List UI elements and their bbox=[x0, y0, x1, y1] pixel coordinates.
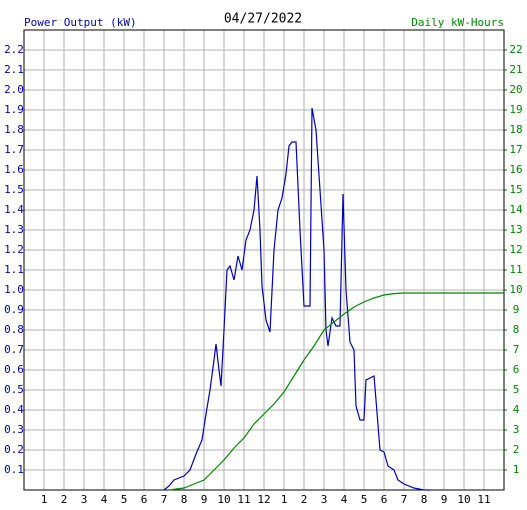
y-tick-label: 2.2 bbox=[4, 43, 24, 56]
y-tick-label: 1.9 bbox=[4, 103, 24, 116]
y2-tick-label: 21 bbox=[509, 63, 522, 76]
y2-tick-label: 10 bbox=[509, 283, 522, 296]
y-tick-label: 1.7 bbox=[4, 143, 24, 156]
y-axis-label: Power Output (kW) bbox=[24, 16, 137, 29]
line-series bbox=[168, 292, 504, 491]
y2-tick-label: 15 bbox=[509, 183, 522, 196]
x-tick-label: 6 bbox=[381, 493, 388, 506]
x-tick-label: 8 bbox=[181, 493, 188, 506]
x-tick-label: 3 bbox=[81, 493, 88, 506]
y-tick-label: 0.7 bbox=[4, 343, 24, 356]
x-tick-label: 7 bbox=[161, 493, 168, 506]
y2-tick-label: 13 bbox=[509, 223, 522, 236]
x-tick-label: 2 bbox=[61, 493, 68, 506]
y2-tick-label: 2 bbox=[513, 443, 520, 456]
line-series bbox=[163, 107, 430, 491]
y-tick-label: 0.9 bbox=[4, 303, 24, 316]
y2-tick-label: 9 bbox=[513, 303, 520, 316]
y-tick-label: 0.5 bbox=[4, 383, 24, 396]
x-tick-label: 1 bbox=[281, 493, 288, 506]
y-tick-label: 1.6 bbox=[4, 163, 24, 176]
y2-tick-label: 8 bbox=[513, 323, 520, 336]
x-tick-label: 4 bbox=[341, 493, 348, 506]
x-tick-label: 2 bbox=[301, 493, 308, 506]
y-tick-label: 1.8 bbox=[4, 123, 24, 136]
y2-tick-label: 7 bbox=[513, 343, 520, 356]
y2-tick-label: 16 bbox=[509, 163, 522, 176]
y2-tick-label: 4 bbox=[513, 403, 520, 416]
y2-tick-label: 22 bbox=[509, 43, 522, 56]
x-tick-label: 5 bbox=[361, 493, 368, 506]
x-tick-label: 6 bbox=[141, 493, 148, 506]
y-tick-label: 2.0 bbox=[4, 83, 24, 96]
y-tick-label: 0.1 bbox=[4, 463, 24, 476]
x-tick-label: 10 bbox=[457, 493, 470, 506]
y2-tick-label: 14 bbox=[509, 203, 523, 216]
y-tick-label: 0.4 bbox=[4, 403, 24, 416]
y-tick-label: 0.2 bbox=[4, 443, 24, 456]
y-tick-label: 1.3 bbox=[4, 223, 24, 236]
x-tick-label: 4 bbox=[101, 493, 108, 506]
x-tick-label: 1 bbox=[41, 493, 48, 506]
y2-tick-label: 17 bbox=[509, 143, 522, 156]
y-tick-label: 2.1 bbox=[4, 63, 24, 76]
y2-tick-label: 18 bbox=[509, 123, 522, 136]
y2-tick-label: 3 bbox=[513, 423, 520, 436]
x-tick-label: 9 bbox=[441, 493, 448, 506]
y-tick-label: 0.3 bbox=[4, 423, 24, 436]
x-tick-label: 10 bbox=[217, 493, 230, 506]
y-tick-label: 1.5 bbox=[4, 183, 24, 196]
x-tick-label: 12 bbox=[257, 493, 270, 506]
y-tick-label: 1.0 bbox=[4, 283, 24, 296]
y-tick-label: 1.4 bbox=[4, 203, 24, 216]
x-tick-label: 11 bbox=[477, 493, 490, 506]
y2-tick-label: 12 bbox=[509, 243, 522, 256]
y2-tick-label: 5 bbox=[513, 383, 520, 396]
y2-tick-label: 19 bbox=[509, 103, 522, 116]
y-tick-label: 1.2 bbox=[4, 243, 24, 256]
y-tick-label: 0.6 bbox=[4, 363, 24, 376]
plot-border bbox=[23, 29, 505, 491]
y2-axis-label: Daily kW-Hours bbox=[411, 16, 504, 29]
y2-tick-label: 20 bbox=[509, 83, 522, 96]
x-tick-label: 9 bbox=[201, 493, 208, 506]
x-tick-label: 7 bbox=[401, 493, 408, 506]
x-tick-label: 8 bbox=[421, 493, 428, 506]
y2-tick-label: 11 bbox=[509, 263, 522, 276]
y-tick-label: 0.8 bbox=[4, 323, 24, 336]
x-tick-label: 11 bbox=[237, 493, 250, 506]
chart-title: 04/27/2022 bbox=[224, 12, 302, 27]
x-tick-label: 5 bbox=[121, 493, 128, 506]
y2-tick-label: 6 bbox=[513, 363, 520, 376]
y-tick-label: 1.1 bbox=[4, 263, 24, 276]
y2-tick-label: 1 bbox=[513, 463, 520, 476]
x-tick-label: 3 bbox=[321, 493, 328, 506]
